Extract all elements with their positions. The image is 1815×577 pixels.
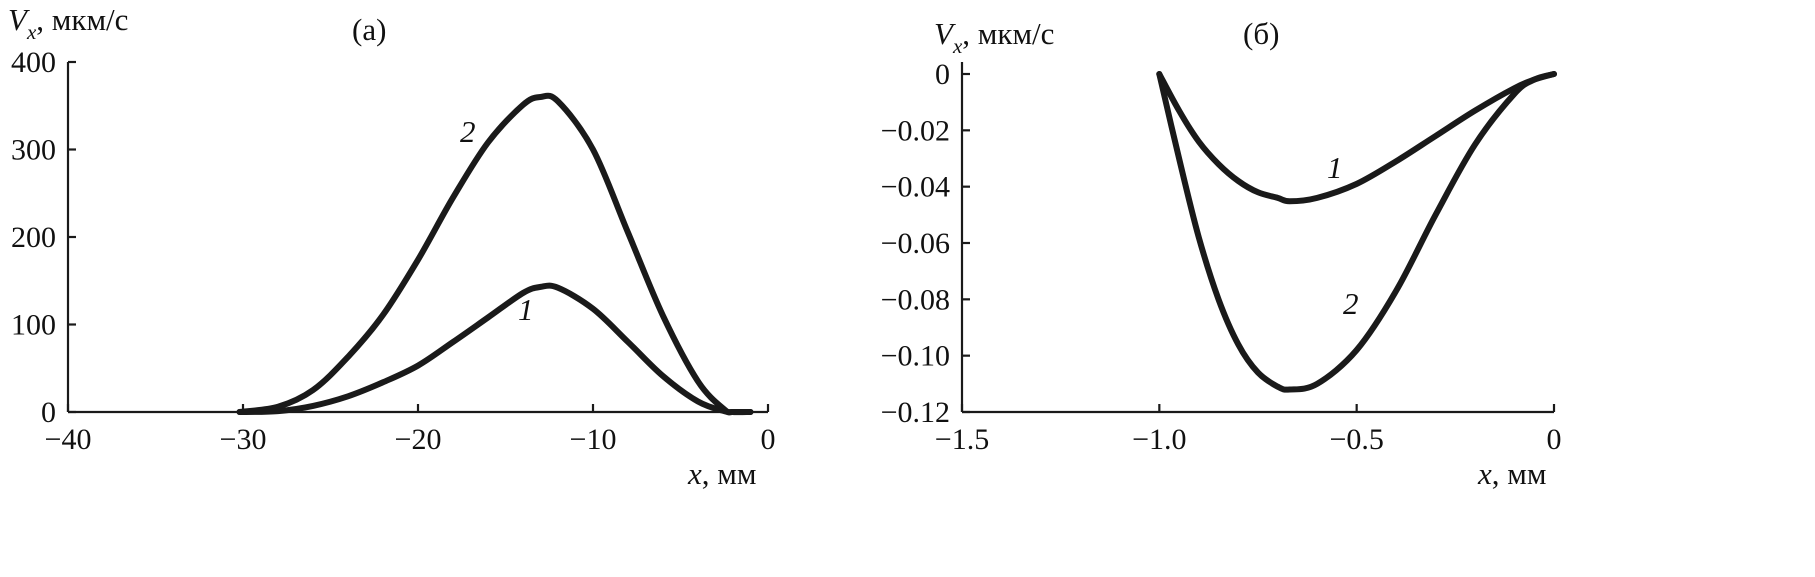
panel-b-ytick-label: −0.10 <box>881 340 950 373</box>
panel-b: Vx, мкм/с (б) x, мм −1.5 −1.0 −0.5 00−0.02−… <box>881 16 1562 491</box>
panel-a-label: (а) <box>352 12 386 47</box>
panel-a-ytick-label: 200 <box>11 221 56 254</box>
panel-b-ylabel-symbol: V <box>934 16 956 51</box>
panel-a-ytick-label: 100 <box>11 309 56 342</box>
panel-a-curve-label-1: 1 <box>518 292 534 327</box>
panel-b-ticks: −1.5 −1.0 −0.5 0 0 −0.02 −0.04 −0.06 −0.08 −0.10 −… <box>881 58 1562 456</box>
panel-a-ticks: −40 −30 −20 −10 0 0 100 200 300 400 <box>11 46 776 456</box>
panel-b-ylabel: Vx, мкм/с <box>934 16 1054 58</box>
panel-b-label: (б) <box>1243 16 1279 51</box>
panel-b-ytick-label: −0.06 <box>881 227 950 260</box>
panel-b-curves <box>1156 71 1557 393</box>
panel-a-xlabel-unit: , мм <box>702 456 757 491</box>
panel-a-ylabel-subscript: x <box>26 20 37 44</box>
panel-a-ytick-label: 0 <box>41 396 56 429</box>
panel-b-curve-label-2: 2 <box>1343 286 1359 321</box>
panel-a: Vx, мкм/с (а) x, мм −40 −30 −20 −10 00100200… <box>8 2 776 491</box>
panel-a-xtick-label: −30 <box>220 423 267 456</box>
panel-b-xlabel-unit: , мм <box>1492 456 1547 491</box>
panel-a-xtick-label: −10 <box>570 423 617 456</box>
panel-b-xtick-label: 0 <box>1547 423 1562 456</box>
panel-b-ytick-label: −0.08 <box>881 283 950 316</box>
panel-a-ytick-label: 400 <box>11 46 56 79</box>
panel-a-curves <box>236 92 754 416</box>
panel-a-series-2-line <box>236 92 754 416</box>
panel-a-xlabel: x, мм <box>687 456 757 491</box>
panel-a-xlabel-symbol: x <box>687 456 702 491</box>
panel-b-xlabel: x, мм <box>1477 456 1547 491</box>
panel-b-series-1-line <box>1156 71 1557 205</box>
panel-b-xtick-label: −1.0 <box>1132 423 1186 456</box>
panel-b-xtick-label: −0.5 <box>1329 423 1383 456</box>
panel-b-ytick-label: −0.02 <box>881 114 950 147</box>
panel-b-ytick-label: −0.04 <box>881 171 950 204</box>
panel-b-xlabel-symbol: x <box>1477 456 1492 491</box>
panel-b-ylabel-unit: , мкм/с <box>962 16 1054 51</box>
panel-a-xtick-label: 0 <box>761 423 776 456</box>
panel-a-ylabel-symbol: V <box>8 2 30 37</box>
panel-a-series-1-line <box>236 282 754 416</box>
panel-a-xtick-label: −40 <box>45 423 92 456</box>
panel-b-curve-label-1: 1 <box>1327 150 1343 185</box>
panel-b-ytick-label: −0.12 <box>881 396 950 429</box>
panel-a-ylabel-unit: , мкм/с <box>36 2 128 37</box>
panel-b-series-2-line <box>1156 71 1557 393</box>
panel-b-ytick-label: 0 <box>935 58 950 91</box>
panel-b-ylabel-subscript: x <box>952 34 963 58</box>
panel-a-ytick-label: 300 <box>11 134 56 167</box>
panel-a-xtick-label: −20 <box>395 423 442 456</box>
panel-a-curve-label-2: 2 <box>460 114 476 149</box>
panel-a-ylabel: Vx, мкм/с <box>8 2 128 44</box>
panel-b-xtick-label: −1.5 <box>935 423 989 456</box>
